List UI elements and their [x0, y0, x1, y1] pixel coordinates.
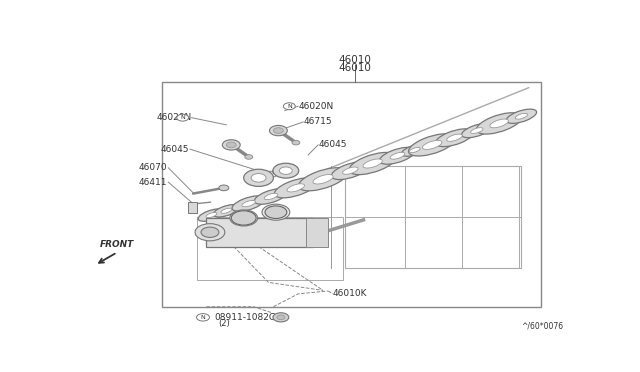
Ellipse shape	[515, 113, 527, 119]
Ellipse shape	[349, 153, 396, 174]
Circle shape	[262, 204, 290, 220]
Circle shape	[273, 313, 289, 322]
Ellipse shape	[342, 167, 358, 174]
Circle shape	[227, 142, 236, 148]
Text: 46070: 46070	[138, 163, 167, 172]
Circle shape	[280, 167, 292, 174]
Bar	[207, 218, 313, 247]
Ellipse shape	[287, 184, 305, 192]
Ellipse shape	[213, 205, 239, 217]
Circle shape	[244, 169, 273, 186]
Ellipse shape	[298, 168, 348, 191]
Text: N: N	[200, 315, 205, 320]
Ellipse shape	[476, 113, 522, 134]
Circle shape	[196, 314, 209, 321]
Ellipse shape	[242, 201, 255, 207]
Circle shape	[269, 208, 283, 216]
Circle shape	[201, 227, 219, 237]
Ellipse shape	[401, 144, 428, 156]
Ellipse shape	[264, 193, 278, 200]
Text: 46715: 46715	[303, 118, 332, 126]
Circle shape	[195, 224, 225, 241]
Ellipse shape	[422, 140, 442, 150]
Ellipse shape	[313, 174, 333, 184]
Ellipse shape	[221, 208, 232, 213]
Text: (2): (2)	[218, 318, 230, 328]
Text: 46010: 46010	[339, 62, 372, 73]
Text: N: N	[287, 104, 292, 109]
Text: ^/60*0076: ^/60*0076	[522, 321, 564, 330]
Circle shape	[251, 173, 266, 182]
Ellipse shape	[254, 189, 287, 204]
Bar	[162, 82, 541, 307]
Ellipse shape	[410, 148, 420, 153]
Text: 08911-1082G: 08911-1082G	[214, 313, 276, 322]
Ellipse shape	[390, 152, 405, 159]
Text: 46010K: 46010K	[333, 289, 367, 298]
Circle shape	[231, 211, 256, 225]
Circle shape	[273, 163, 299, 178]
Ellipse shape	[447, 134, 462, 141]
Circle shape	[284, 103, 295, 110]
Circle shape	[292, 140, 300, 145]
Ellipse shape	[436, 129, 474, 147]
Text: 46020N: 46020N	[156, 113, 191, 122]
Text: FRONT: FRONT	[100, 240, 134, 250]
Ellipse shape	[232, 196, 265, 211]
Bar	[346, 166, 522, 268]
Circle shape	[222, 140, 240, 150]
Circle shape	[266, 206, 286, 218]
Ellipse shape	[332, 162, 369, 180]
Ellipse shape	[490, 119, 508, 128]
Text: 46411: 46411	[138, 178, 167, 187]
Bar	[196, 217, 343, 279]
Circle shape	[273, 128, 284, 134]
Circle shape	[269, 125, 287, 136]
Ellipse shape	[470, 128, 483, 134]
Ellipse shape	[461, 124, 492, 138]
Circle shape	[230, 210, 257, 226]
Ellipse shape	[206, 212, 217, 218]
Circle shape	[177, 114, 189, 121]
Ellipse shape	[198, 209, 225, 221]
Circle shape	[277, 315, 285, 320]
Ellipse shape	[408, 134, 456, 156]
Circle shape	[237, 214, 251, 222]
Circle shape	[265, 206, 287, 218]
Circle shape	[234, 212, 253, 224]
Text: 46010: 46010	[339, 55, 372, 65]
Text: N: N	[180, 115, 185, 120]
Text: 46020N: 46020N	[298, 102, 333, 111]
Circle shape	[245, 155, 253, 159]
Ellipse shape	[506, 109, 536, 124]
Bar	[306, 218, 328, 247]
Ellipse shape	[275, 178, 317, 198]
Text: 46045: 46045	[161, 145, 189, 154]
Text: 46045: 46045	[318, 140, 347, 150]
Bar	[188, 202, 197, 213]
Circle shape	[219, 185, 229, 191]
Ellipse shape	[363, 159, 382, 168]
Ellipse shape	[380, 147, 415, 164]
